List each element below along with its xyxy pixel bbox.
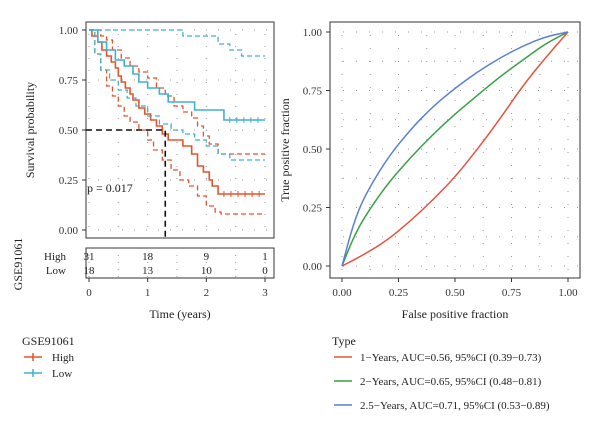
roc-legend-label-2y: 2−Years, AUC=0.65, 95%CI (0.48−0.81)	[360, 376, 542, 388]
risk-table-frame	[85, 247, 275, 279]
roc-ytick-label: 0.00	[303, 261, 323, 273]
risk-table-cells: 31 18 9 1 18 13 10 0	[84, 251, 269, 277]
roc-curve-25y	[341, 31, 569, 267]
roc-xtick-label: 1.00	[558, 287, 578, 299]
km-axes: 0.00 0.25 0.50 0.75 1.00	[59, 25, 86, 237]
km-ci-upper-low	[89, 29, 265, 57]
risk-cell-low: 0	[262, 265, 268, 277]
risk-row-label-high: High	[44, 251, 67, 263]
roc-plot-frame	[329, 21, 581, 279]
risk-cell-low: 18	[84, 265, 96, 277]
km-pvalue: p = 0.017	[87, 181, 133, 195]
risk-table-title: GSE91061	[11, 238, 25, 291]
risk-cell-low: 13	[142, 265, 154, 277]
roc-ytick-label: 0.50	[303, 144, 323, 156]
km-ytick-label: 0.00	[59, 225, 79, 237]
roc-ytick-label: 1.00	[303, 27, 323, 39]
risk-table-grid	[88, 248, 266, 278]
roc-xtick-label: 0.75	[502, 287, 522, 299]
km-legend-title: GSE91061	[22, 334, 75, 348]
roc-panel: 0.00 0.00 0.25 0.25 0.50 0.50 0.75 0.75 1.00 1.00…	[278, 21, 581, 412]
risk-cell-high: 18	[142, 251, 154, 263]
km-legend-entry-high: High	[24, 352, 75, 364]
roc-ytick-label: 0.75	[303, 86, 323, 98]
km-xtick-label: 3	[262, 287, 268, 299]
km-legend-label-low: Low	[52, 368, 72, 380]
km-curve-low	[89, 29, 265, 121]
km-plot-frame	[85, 21, 275, 239]
risk-cell-low: 10	[201, 265, 213, 277]
km-curve-high	[89, 29, 265, 195]
roc-legend-label-1y: 1−Years, AUC=0.56, 95%CI (0.39−0.73)	[360, 352, 542, 364]
km-ytick-label: 0.25	[59, 175, 79, 187]
km-ylabel: Survival probability	[23, 82, 37, 178]
risk-cell-high: 31	[84, 251, 95, 263]
km-series-layer	[86, 29, 265, 238]
km-ytick-label: 0.75	[59, 75, 79, 87]
roc-xtick-label: 0.25	[389, 287, 409, 299]
km-median-line	[86, 129, 167, 238]
roc-axes: 0.00 0.00 0.25 0.25 0.50 0.50 0.75 0.75 1.00 1.00	[303, 27, 578, 299]
km-xlabel: Time (years)	[149, 307, 210, 321]
km-survival-panel: 0.00 0.25 0.50 0.75 1.00 p = 0.017 Survival …	[11, 21, 275, 380]
roc-xtick-label: 0.50	[445, 287, 465, 299]
roc-series-layer	[341, 31, 569, 267]
roc-legend-label-25y: 2.5−Years, AUC=0.71, 95%CI (0.53−0.89)	[360, 400, 550, 412]
km-ci-lower-high	[89, 29, 265, 215]
km-legend-label-high: High	[52, 352, 75, 364]
km-xtick-label: 0	[86, 287, 92, 299]
km-xtick-labels: 0 1 2 3	[86, 278, 268, 299]
km-legend-entry-low: Low	[24, 368, 72, 380]
risk-cell-high: 9	[204, 251, 210, 263]
roc-legend-entry-2y: 2−Years, AUC=0.65, 95%CI (0.48−0.81)	[334, 376, 542, 388]
roc-ylabel: True positive fraction	[278, 98, 292, 202]
roc-ytick-label: 0.25	[303, 203, 323, 215]
roc-xtick-label: 0.00	[332, 287, 352, 299]
km-ytick-label: 1.00	[59, 25, 79, 37]
roc-legend-entry-1y: 1−Years, AUC=0.56, 95%CI (0.39−0.73)	[334, 352, 542, 364]
km-xtick-label: 1	[145, 287, 151, 299]
roc-curve-2y	[341, 31, 569, 267]
km-xtick-label: 2	[204, 287, 210, 299]
risk-cell-high: 1	[262, 251, 268, 263]
risk-row-label-low: Low	[46, 265, 66, 277]
km-ci-lower-low	[89, 29, 265, 161]
km-ytick-label: 0.50	[59, 125, 79, 137]
roc-legend-title: Type	[332, 334, 356, 348]
roc-curve-1y	[341, 31, 569, 267]
roc-xlabel: False positive fraction	[402, 307, 509, 321]
roc-legend-entry-25y: 2.5−Years, AUC=0.71, 95%CI (0.53−0.89)	[334, 400, 550, 412]
roc-grid	[330, 22, 580, 278]
